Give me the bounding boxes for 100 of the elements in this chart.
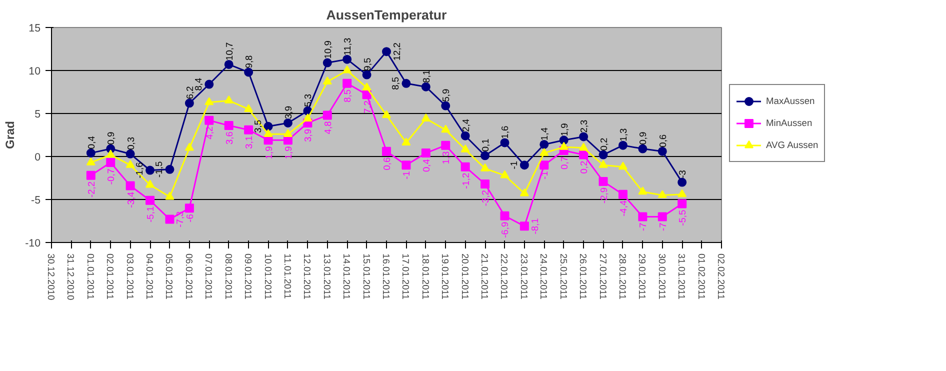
point: [638, 186, 648, 195]
point: [678, 178, 687, 187]
data-label: 5,9: [441, 88, 452, 102]
x-tick-label: 15.01.2011: [361, 254, 372, 300]
data-label: 3,9: [303, 128, 314, 142]
data-label: -5,1: [146, 206, 156, 222]
data-label: -1: [402, 171, 412, 180]
point: [382, 110, 391, 118]
data-label: -1: [508, 160, 519, 170]
data-label: 9,8: [244, 55, 254, 68]
data-label: 0,2: [598, 138, 609, 151]
y-tick-label: -10: [25, 238, 41, 250]
point: [500, 138, 510, 148]
data-label: 3,5: [252, 120, 263, 133]
point: [460, 144, 470, 152]
data-label: 3,1: [244, 136, 254, 149]
data-label: -5,5: [678, 210, 688, 226]
data-label: -7: [638, 222, 648, 231]
point: [244, 68, 254, 77]
point: [264, 122, 273, 131]
data-label: 1,9: [264, 146, 274, 160]
point: [598, 160, 608, 168]
x-tick-label: 24.01.2011: [538, 254, 549, 300]
data-label: 10,9: [322, 40, 333, 59]
point: [658, 212, 667, 222]
data-label: 2,3: [579, 120, 590, 133]
x-tick-label: 14.01.2011: [342, 254, 352, 300]
data-label: -4,4: [618, 200, 628, 216]
data-label: 0,3: [126, 136, 136, 150]
x-tick-label: 19.01.2011: [440, 254, 450, 300]
y-tick-label: 5: [34, 108, 41, 120]
data-label: 1,6: [500, 126, 510, 139]
data-label: -3,4: [126, 192, 136, 208]
data-label: -8,1: [530, 218, 540, 234]
data-label: 0,6: [658, 134, 668, 148]
x-tick-label: 30.01.2011: [656, 254, 667, 300]
data-label: 0,4: [86, 136, 96, 150]
y-tick-label: 10: [28, 66, 41, 78]
x-tick-label: 17.01.2011: [400, 254, 411, 300]
point: [264, 129, 273, 137]
x-tick-label: 01.02.2011: [696, 254, 706, 300]
x-tick-label: 16.01.2011: [381, 254, 391, 300]
point: [520, 222, 529, 231]
point: [382, 146, 391, 156]
point: [204, 116, 214, 125]
data-label: 4,8: [322, 121, 333, 134]
point: [520, 188, 529, 196]
point: [638, 212, 648, 222]
point: [678, 199, 687, 208]
point: [106, 158, 116, 168]
data-label: 9,5: [362, 58, 372, 71]
data-label: 0,9: [638, 132, 648, 145]
data-label: 10,7: [224, 42, 234, 60]
point: [618, 162, 628, 170]
point: [579, 150, 588, 160]
point: [500, 170, 510, 178]
point: [342, 78, 352, 88]
y-tick-label: 0: [34, 152, 41, 164]
point: [146, 196, 155, 205]
point: [204, 80, 214, 89]
data-label: -6: [184, 214, 195, 222]
data-label: 5,3: [303, 94, 314, 107]
point: [362, 82, 372, 91]
x-tick-label: 10.01.2011: [262, 254, 273, 300]
point: [224, 60, 234, 69]
point: [402, 138, 411, 146]
data-label: 8,4: [194, 78, 204, 91]
data-label: 8,5: [390, 76, 401, 90]
data-label: 0,4: [421, 159, 432, 172]
point: [322, 76, 332, 84]
x-tick-label: 22.01.2011: [499, 254, 510, 300]
point: [146, 166, 155, 175]
point: [224, 95, 234, 104]
point: [224, 121, 234, 130]
point: [618, 190, 628, 199]
x-tick-label: 23.01.2011: [518, 254, 529, 300]
point: [559, 136, 568, 145]
data-label: 1,4: [540, 127, 550, 140]
point: [106, 150, 116, 158]
data-label: 1,3: [441, 151, 452, 164]
x-tick-label: 31.01.2011: [676, 254, 687, 300]
point: [165, 214, 174, 224]
x-tick-label: 09.01.2011: [243, 254, 254, 300]
point: [579, 132, 588, 142]
point: [184, 142, 194, 151]
point: [658, 146, 667, 156]
data-label: 12,2: [392, 42, 402, 61]
point: [362, 70, 372, 80]
point: [402, 160, 411, 170]
data-label: 0,6: [382, 157, 392, 170]
data-label: -3,2: [480, 190, 491, 206]
data-label: -1,2: [460, 172, 471, 189]
data-label: 2,4: [460, 118, 471, 132]
point: [460, 131, 470, 140]
point: [579, 142, 588, 151]
point: [126, 149, 135, 158]
point: [244, 125, 254, 134]
point: [678, 189, 687, 198]
point: [86, 148, 96, 158]
point: [480, 163, 490, 172]
